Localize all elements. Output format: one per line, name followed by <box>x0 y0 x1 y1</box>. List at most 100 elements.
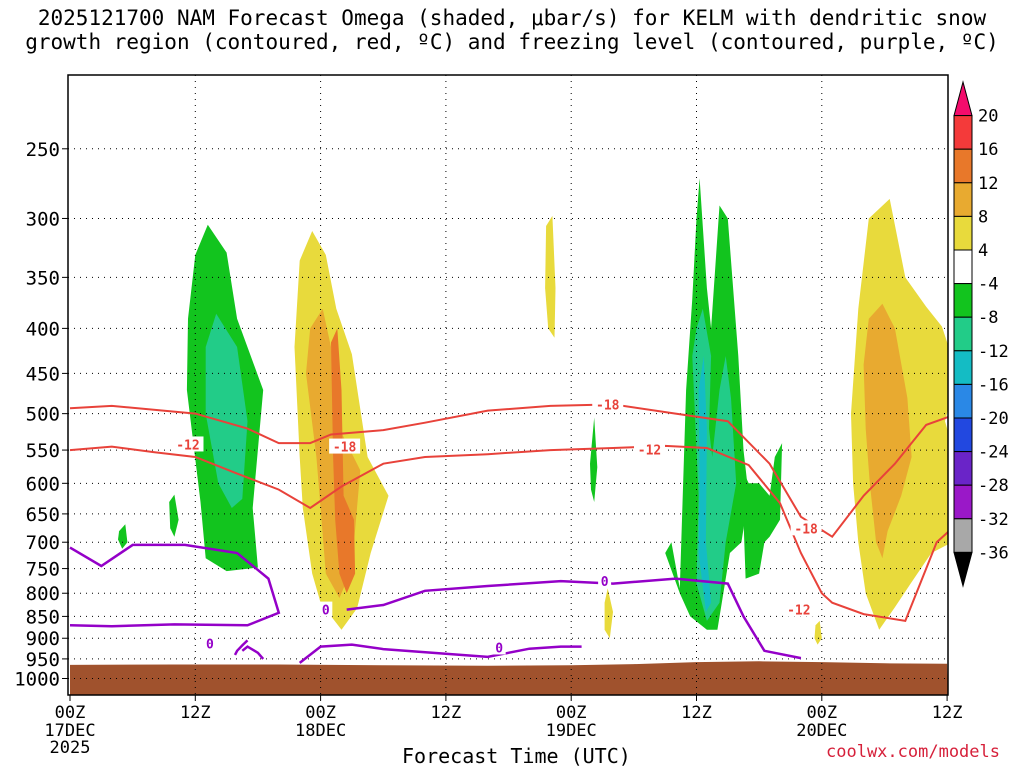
colorbar-swatch-1 <box>953 115 973 150</box>
y-tick-label-850: 850 <box>26 606 60 628</box>
freezing-contour-0 <box>69 543 281 628</box>
contour-label-bg-2 <box>329 438 361 454</box>
colorbar-label-6: -8 <box>978 308 998 328</box>
contour-label-3: -12 <box>638 443 661 458</box>
y-tick-label-550: 550 <box>26 440 60 462</box>
colorbar-label-3: 8 <box>978 207 988 227</box>
omega-region-1 <box>205 313 248 508</box>
plot-frame <box>67 74 949 696</box>
x-tick-label-6: 00Z <box>806 703 837 723</box>
title-line-1: 2025121700 NAM Forecast Omega (shaded, μ… <box>37 6 987 30</box>
x-tick-label-1: 12Z <box>180 703 211 723</box>
x-tick-date-4: 19DEC <box>546 721 597 741</box>
site-credit[interactable]: coolwx.com/models <box>826 742 1000 762</box>
contour-label-bg-8 <box>203 635 217 651</box>
contour-label-bg-9 <box>492 639 506 655</box>
colorbar-label-9: -20 <box>978 409 1009 429</box>
y-tick-label-650: 650 <box>26 504 60 526</box>
colorbar-label-5: -4 <box>978 275 998 295</box>
y-tick-label-900: 900 <box>26 628 60 650</box>
colorbar-label-2: 12 <box>978 174 998 194</box>
x-tick-label-4: 00Z <box>556 703 587 723</box>
omega-region-16 <box>814 620 822 645</box>
colorbar-label-0: 20 <box>978 107 998 127</box>
title-line-2: growth region (contoured, red, ºC) and f… <box>25 30 999 54</box>
y-tick-label-950: 950 <box>26 649 60 671</box>
y-tick-label-800: 800 <box>26 583 60 605</box>
y-tick-label-750: 750 <box>26 559 60 581</box>
x-tick-label-2: 00Z <box>305 703 336 723</box>
colorbar-swatch-3 <box>953 182 973 217</box>
x-tick-date-2: 18DEC <box>295 721 346 741</box>
colorbar-label-10: -24 <box>978 443 1009 463</box>
contour-label-bg-3 <box>634 441 666 457</box>
dgz-contour--18 <box>69 403 948 539</box>
colorbar-label-8: -16 <box>978 375 1009 395</box>
y-tick-label-500: 500 <box>26 404 60 426</box>
colorbar-swatch-7 <box>953 316 973 352</box>
contour-label-6: 0 <box>322 604 330 619</box>
contour-label-bg-5 <box>783 601 815 617</box>
x-tick-date-6: 20DEC <box>796 721 847 741</box>
x-tick-label-3: 12Z <box>431 703 462 723</box>
contour-label-2: -18 <box>333 441 357 456</box>
x-tick-date-0: 17DEC <box>44 721 95 741</box>
colorbar-swatch-12 <box>953 484 973 520</box>
colorbar-label-11: -28 <box>978 476 1009 496</box>
contour-label-bg-4 <box>790 520 822 536</box>
colorbar-swatch-4 <box>953 215 973 251</box>
colorbar-cap-bottom <box>953 551 973 588</box>
freezing-contour-4 <box>298 643 582 664</box>
contour-label-bg-7 <box>598 573 612 589</box>
x-tick-label-5: 12Z <box>681 703 712 723</box>
x-tick-year-0: 2025 <box>50 738 91 758</box>
omega-region-14 <box>863 303 912 559</box>
ground-surface <box>68 661 948 695</box>
colorbar-swatch-11 <box>953 451 973 486</box>
contour-label-7: 0 <box>601 575 609 590</box>
x-tick-label-7: 12Z <box>932 703 963 723</box>
colorbar-label-7: -12 <box>978 342 1009 362</box>
y-tick-label-250: 250 <box>26 139 60 161</box>
y-tick-label-700: 700 <box>26 532 60 554</box>
contour-label-bg-6 <box>319 601 333 617</box>
omega-region-12 <box>604 588 613 639</box>
colorbar-label-4: 4 <box>978 241 988 261</box>
colorbar-label-13: -36 <box>978 543 1009 563</box>
freezing-contour-3 <box>346 577 802 660</box>
omega-region-11 <box>590 417 598 502</box>
y-tick-label-600: 600 <box>26 473 60 495</box>
freezing-contour-2 <box>233 639 249 656</box>
x-axis-label: Forecast Time (UTC) <box>402 744 631 768</box>
colorbar-label-1: 16 <box>978 140 998 160</box>
omega-region-6 <box>331 328 356 594</box>
y-tick-label-350: 350 <box>26 267 60 289</box>
freezing-contour-1 <box>241 645 265 660</box>
y-tick-label-400: 400 <box>26 318 60 340</box>
colorbar-swatch-5 <box>953 249 973 285</box>
omega-region-15 <box>545 215 556 338</box>
colorbar-swatch-8 <box>953 350 973 385</box>
omega-region-2 <box>118 524 128 549</box>
colorbar-swatch-2 <box>953 148 973 184</box>
omega-region-10 <box>736 443 783 579</box>
colorbar-cap-top <box>953 80 973 117</box>
contour-label-5: -12 <box>787 604 810 619</box>
contour-label-8: 0 <box>206 638 214 653</box>
y-tick-label-450: 450 <box>26 363 60 385</box>
contour-label-bg-1 <box>172 436 204 452</box>
contour-label-0: -18 <box>596 398 620 413</box>
contour-label-4: -18 <box>794 522 818 537</box>
colorbar-label-12: -32 <box>978 510 1009 530</box>
chart-title: 2025121700 NAM Forecast Omega (shaded, μ… <box>0 6 1024 54</box>
contour-label-bg-0 <box>592 396 624 412</box>
omega-region-9 <box>698 356 712 612</box>
omega-region-3 <box>169 494 179 537</box>
y-tick-label-300: 300 <box>26 208 60 230</box>
contour-label-9: 0 <box>495 641 503 656</box>
colorbar-swatch-6 <box>953 283 973 318</box>
colorbar-swatch-9 <box>953 383 973 419</box>
colorbar-swatch-13 <box>953 518 973 553</box>
y-tick-label-1000: 1000 <box>14 669 60 691</box>
